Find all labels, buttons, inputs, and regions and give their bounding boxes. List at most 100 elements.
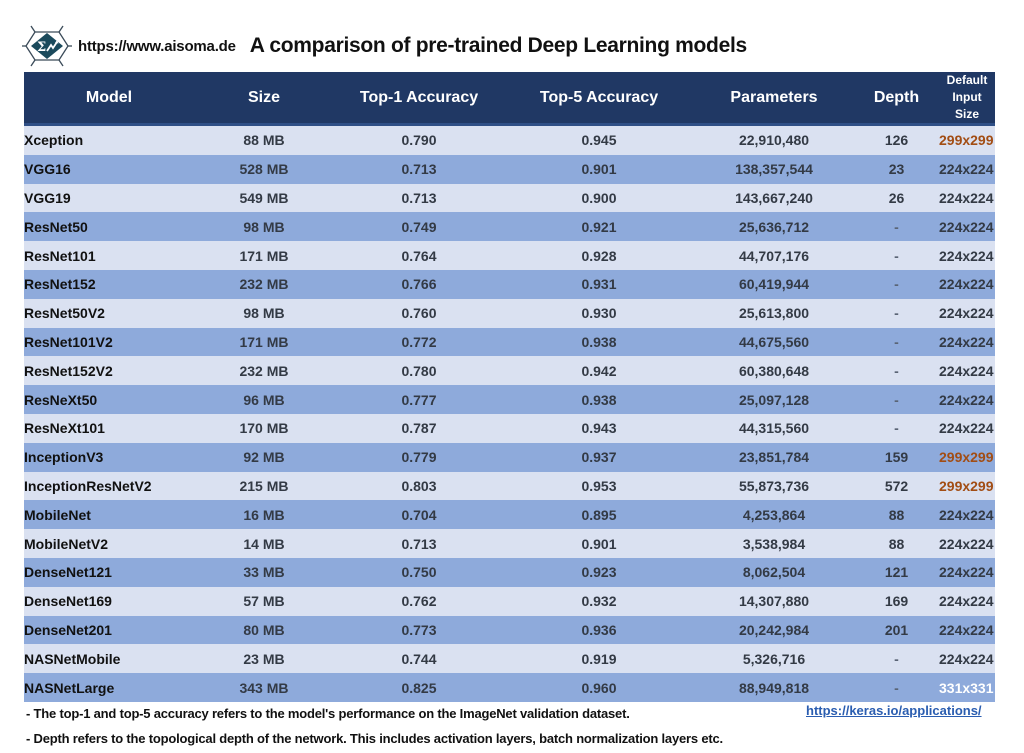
cell-model: NASNetLarge: [24, 673, 194, 702]
cell-input-size: 224x224: [939, 356, 995, 386]
page-title: A comparison of pre-trained Deep Learnin…: [249, 34, 747, 57]
cell-top5: 0.936: [504, 615, 694, 645]
sigma-hexagon-logo-icon: Σ: [22, 25, 72, 67]
table-row: ResNet101V2 171 MB 0.772 0.938 44,675,560-22…: [24, 327, 995, 357]
table-row: DenseNet121 33 MB 0.750 0.923 8,062,504 121 22…: [24, 557, 995, 587]
cell-top5: 0.900: [504, 183, 694, 213]
table-row: InceptionResNetV2 215 MB 0.803 0.953 55,873,…: [24, 471, 995, 501]
cell-input-size: 224x224: [939, 241, 995, 270]
cell-depth: 159: [854, 442, 939, 472]
cell-model: ResNet50V2: [24, 298, 194, 328]
table-row: InceptionV3 92 MB 0.779 0.937 23,851,784 159 2…: [24, 442, 995, 472]
cell-parameters: 23,851,784: [694, 442, 854, 472]
cell-size: 92 MB: [194, 442, 334, 472]
cell-parameters: 25,636,712: [694, 212, 854, 242]
cell-size: 80 MB: [194, 615, 334, 645]
cell-model: MobileNetV2: [24, 529, 194, 558]
cell-parameters: 5,326,716: [694, 644, 854, 674]
column-header-top1: Top-1 Accuracy: [334, 72, 504, 126]
cell-top1: 0.764: [334, 241, 504, 270]
table-row: DenseNet169 57 MB 0.762 0.932 14,307,880 169 2…: [24, 586, 995, 616]
cell-input-size: 331x331: [939, 673, 995, 702]
cell-size: 232 MB: [194, 356, 334, 386]
cell-depth: -: [854, 413, 939, 443]
cell-size: 98 MB: [194, 212, 334, 242]
cell-model: InceptionV3: [24, 442, 194, 472]
cell-parameters: 14,307,880: [694, 586, 854, 616]
cell-size: 343 MB: [194, 673, 334, 702]
table-row: MobileNet 16 MB 0.704 0.895 4,253,864 88 224x2…: [24, 500, 995, 530]
cell-parameters: 20,242,984: [694, 615, 854, 645]
cell-top5: 0.901: [504, 529, 694, 558]
cell-top1: 0.760: [334, 298, 504, 328]
cell-depth: 126: [854, 124, 939, 155]
cell-depth: 26: [854, 183, 939, 213]
cell-top1: 0.749: [334, 212, 504, 242]
cell-model: Xception: [24, 124, 194, 155]
cell-model: ResNet101: [24, 241, 194, 270]
cell-top5: 0.943: [504, 413, 694, 443]
footnote-depth: - Depth refers to the topological depth …: [26, 731, 723, 746]
cell-top1: 0.713: [334, 529, 504, 558]
cell-model: MobileNet: [24, 500, 194, 530]
column-header-top5: Top-5 Accuracy: [504, 72, 694, 126]
cell-top5: 0.923: [504, 557, 694, 587]
cell-size: 170 MB: [194, 413, 334, 443]
cell-depth: -: [854, 385, 939, 414]
cell-top1: 0.790: [334, 124, 504, 155]
cell-top1: 0.713: [334, 183, 504, 213]
cell-size: 16 MB: [194, 500, 334, 530]
cell-input-size: 299x299: [939, 442, 995, 472]
cell-model: ResNet50: [24, 212, 194, 242]
cell-model: InceptionResNetV2: [24, 471, 194, 501]
cell-top1: 0.779: [334, 442, 504, 472]
cell-depth: 572: [854, 471, 939, 501]
cell-size: 96 MB: [194, 385, 334, 414]
cell-parameters: 8,062,504: [694, 557, 854, 587]
cell-depth: 201: [854, 615, 939, 645]
cell-model: ResNeXt50: [24, 385, 194, 414]
cell-input-size: 224x224: [939, 529, 995, 558]
cell-parameters: 44,315,560: [694, 413, 854, 443]
cell-top5: 0.919: [504, 644, 694, 674]
keras-applications-link[interactable]: https://keras.io/applications/: [806, 703, 982, 718]
table-row: VGG16 528 MB 0.713 0.901 138,357,544 23 224x22…: [24, 154, 995, 184]
cell-size: 98 MB: [194, 298, 334, 328]
cell-top5: 0.938: [504, 327, 694, 357]
table-row: VGG19 549 MB 0.713 0.900 143,667,240 26 224x22…: [24, 183, 995, 213]
table-row: ResNeXt50 96 MB 0.777 0.938 25,097,128-224x2…: [24, 385, 995, 414]
cell-top1: 0.750: [334, 557, 504, 587]
table-row: NASNetLarge 343 MB 0.825 0.960 88,949,818-33…: [24, 673, 995, 702]
table-row: ResNet50V2 98 MB 0.760 0.930 25,613,800-224x…: [24, 298, 995, 328]
cell-input-size: 224x224: [939, 615, 995, 645]
cell-depth: -: [854, 327, 939, 357]
cell-model: DenseNet169: [24, 586, 194, 616]
column-header-size: Size: [194, 72, 334, 126]
cell-depth: -: [854, 269, 939, 299]
table-row: ResNet50 98 MB 0.749 0.921 25,636,712-224x22…: [24, 212, 995, 242]
cell-depth: -: [854, 673, 939, 702]
cell-top5: 0.931: [504, 269, 694, 299]
cell-depth: 169: [854, 586, 939, 616]
site-url[interactable]: https://www.aisoma.de: [78, 37, 236, 55]
cell-top5: 0.937: [504, 442, 694, 472]
cell-model: ResNet152V2: [24, 356, 194, 386]
svg-text:Σ: Σ: [37, 40, 46, 55]
cell-top1: 0.704: [334, 500, 504, 530]
cell-top1: 0.803: [334, 471, 504, 501]
cell-size: 33 MB: [194, 557, 334, 587]
cell-input-size: 299x299: [939, 471, 995, 501]
cell-size: 88 MB: [194, 124, 334, 155]
cell-parameters: 143,667,240: [694, 183, 854, 213]
table-body: Xception 88 MB 0.790 0.945 22,910,480 126 299x…: [24, 124, 995, 702]
cell-depth: -: [854, 298, 939, 328]
column-header-input-size: Default Input Size: [939, 72, 995, 126]
cell-parameters: 22,910,480: [694, 124, 854, 155]
cell-input-size: 224x224: [939, 413, 995, 443]
cell-input-size: 224x224: [939, 269, 995, 299]
cell-parameters: 60,419,944: [694, 269, 854, 299]
footnote-accuracy: - The top-1 and top-5 accuracy refers to…: [26, 706, 630, 721]
cell-parameters: 138,357,544: [694, 154, 854, 184]
cell-depth: -: [854, 212, 939, 242]
cell-model: ResNeXt101: [24, 413, 194, 443]
